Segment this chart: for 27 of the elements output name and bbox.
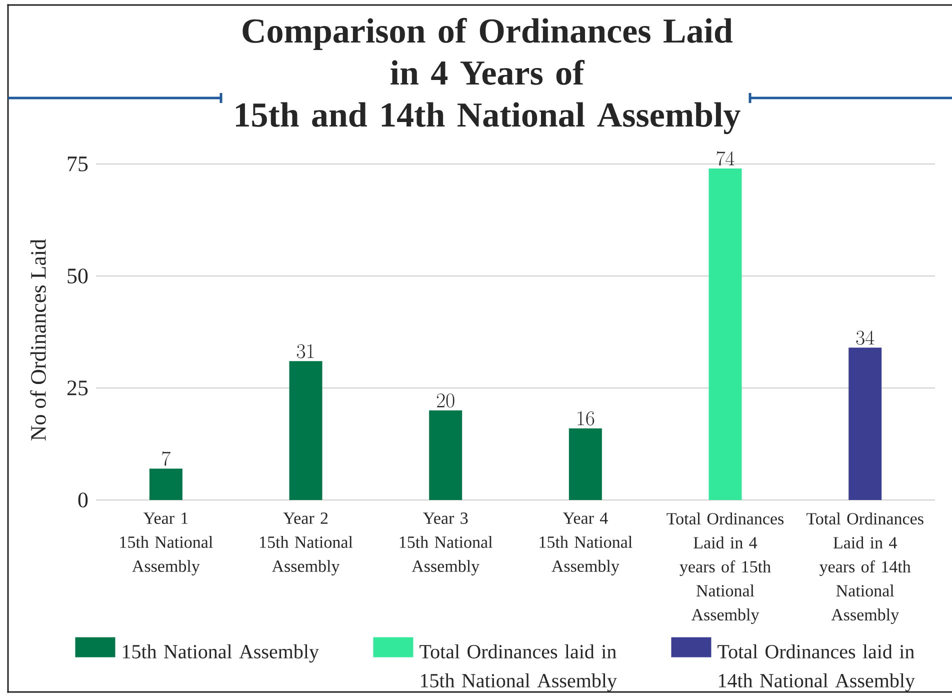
bar bbox=[848, 348, 882, 500]
x-tick-label: Year 2 15th National Assembly bbox=[260, 512, 353, 576]
bar bbox=[429, 410, 462, 500]
x-tick-label: Year 4 15th National Assembly bbox=[540, 512, 632, 576]
data-label: 74 bbox=[716, 151, 734, 166]
data-label: 34 bbox=[856, 330, 874, 345]
data-label: 16 bbox=[578, 411, 594, 426]
y-tick-label: 0 bbox=[78, 492, 88, 508]
data-label: 20 bbox=[436, 393, 454, 408]
bar bbox=[149, 468, 182, 500]
y-axis-title: No of Ordinances Laid bbox=[30, 239, 46, 440]
chart-title: Comparison of Ordinances Laid in 4 Years of 15th and 14th National Assembly bbox=[236, 18, 740, 134]
y-tick-label: 25 bbox=[67, 380, 88, 396]
y-tick-label: 50 bbox=[68, 268, 88, 284]
x-tick-label: Total Ordinances Laid in 4 years of 15th National Assembly bbox=[666, 512, 784, 624]
x-tick-label: Year 1 15th National Assembly bbox=[120, 512, 213, 576]
bar bbox=[708, 168, 742, 500]
x-tick-label: Year 3 15th National Assembly bbox=[400, 512, 492, 576]
legend-label: 15th National Assembly bbox=[122, 644, 319, 663]
data-label: 7 bbox=[162, 451, 171, 466]
bar bbox=[568, 428, 602, 500]
data-label: 31 bbox=[296, 344, 314, 358]
bar bbox=[289, 361, 322, 500]
y-tick-label: 75 bbox=[68, 156, 88, 172]
x-tick-label: Total Ordinances Laid in 4 years of 14th National Assembly bbox=[806, 512, 924, 624]
legend-label: Total Ordinances laid in 15th National Assembly bbox=[420, 644, 617, 692]
legend-label: Total Ordinances laid in 14th National Assembly bbox=[718, 644, 915, 692]
